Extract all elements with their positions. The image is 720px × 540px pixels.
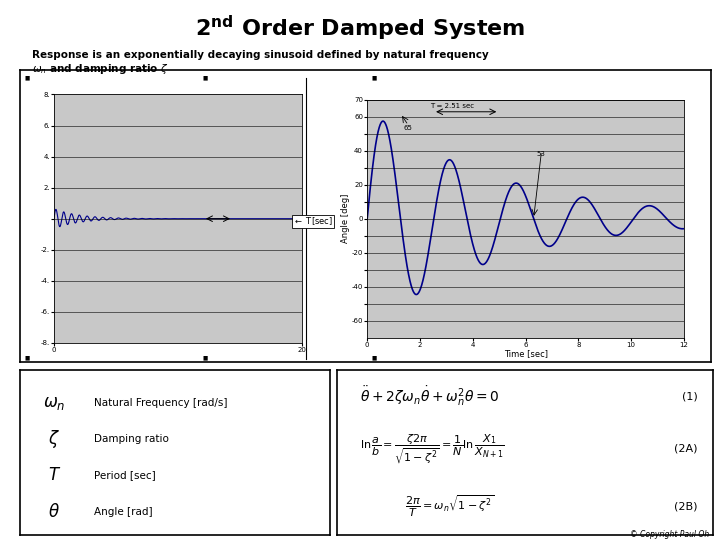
Text: © Copyright Paul Oh: © Copyright Paul Oh: [630, 530, 709, 539]
Text: (2B): (2B): [674, 502, 698, 511]
Text: ■: ■: [202, 76, 208, 81]
Text: $T$: $T$: [48, 467, 60, 484]
Text: Angle [rad]: Angle [rad]: [94, 507, 153, 517]
Text: $\zeta$: $\zeta$: [48, 428, 60, 450]
Text: Response is an exponentially decaying sinusoid defined by natural frequency: Response is an exponentially decaying si…: [32, 50, 489, 60]
X-axis label: Time [sec]: Time [sec]: [503, 349, 548, 358]
Text: 53: 53: [536, 151, 545, 157]
Text: ■: ■: [24, 76, 30, 81]
Text: $\leftarrow$ T[sec]: $\leftarrow$ T[sec]: [293, 215, 333, 227]
Text: 2$^{\mathregular{nd}}$ Order Damped System: 2$^{\mathregular{nd}}$ Order Damped Syst…: [195, 14, 525, 43]
Text: $\omega_n$ and damping ratio $\zeta$: $\omega_n$ and damping ratio $\zeta$: [32, 62, 169, 76]
Text: $\ln\dfrac{a}{b} = \dfrac{\zeta 2\pi}{\sqrt{1-\zeta^2}} = \dfrac{1}{N}\ln\dfrac{: $\ln\dfrac{a}{b} = \dfrac{\zeta 2\pi}{\s…: [359, 432, 504, 466]
Y-axis label: Angle [deg]: Angle [deg]: [341, 194, 350, 244]
Text: $\omega_n$: $\omega_n$: [43, 394, 66, 412]
Text: Period [sec]: Period [sec]: [94, 470, 156, 480]
Text: $\dfrac{2\pi}{T} = \omega_n\sqrt{1-\zeta^2}$: $\dfrac{2\pi}{T} = \omega_n\sqrt{1-\zeta…: [405, 494, 494, 519]
Text: $\ddot{\theta} + 2\zeta\omega_n\dot{\theta} + \omega_n^2\theta = 0$: $\ddot{\theta} + 2\zeta\omega_n\dot{\the…: [359, 384, 499, 408]
Text: Damping ratio: Damping ratio: [94, 434, 169, 444]
Text: T = 2.51 sec: T = 2.51 sec: [430, 103, 474, 110]
Text: ■: ■: [202, 355, 208, 360]
Text: (2A): (2A): [674, 444, 698, 454]
Text: (1): (1): [682, 392, 698, 401]
Text: ■: ■: [24, 355, 30, 360]
Text: ■: ■: [372, 76, 377, 81]
Text: 65: 65: [403, 125, 412, 131]
Text: ■: ■: [372, 355, 377, 360]
Text: Natural Frequency [rad/s]: Natural Frequency [rad/s]: [94, 398, 228, 408]
Text: $\theta$: $\theta$: [48, 503, 60, 521]
